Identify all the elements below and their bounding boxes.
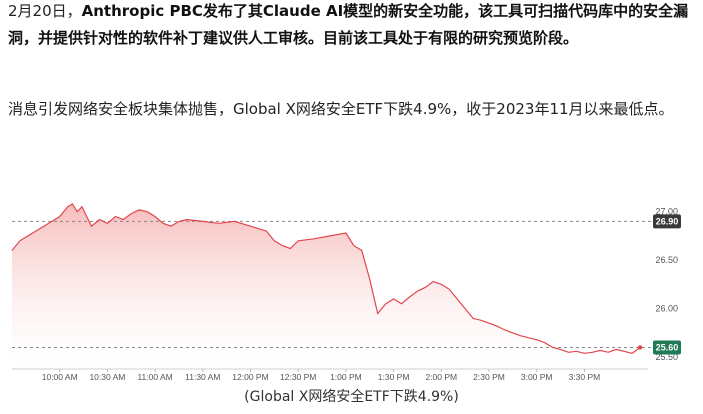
prev-close-badge: 26.90 xyxy=(653,214,681,229)
etf-price-chart: 27.00 26.50 26.00 25.50 10:00 AM 10:30 AM 11:… xyxy=(8,196,698,382)
last-price-dot xyxy=(637,345,643,350)
prev-close-badge-label: 26.90 xyxy=(656,216,679,226)
x-tick-label: 11:00 AM xyxy=(137,372,172,382)
x-tick-label: 1:30 PM xyxy=(378,372,410,382)
y-tick-label: 26.50 xyxy=(655,255,678,265)
x-tick-label: 3:30 PM xyxy=(569,372,601,382)
article-headline-bold: Anthropic PBC发布了其Claude AI模型的新安全功能，该工具可扫… xyxy=(8,2,689,47)
x-tick-label: 12:30 PM xyxy=(280,372,316,382)
x-tick-label: 2:00 PM xyxy=(425,372,457,382)
y-tick-label: 25.50 xyxy=(655,352,678,362)
last-price-badge-label: 25.60 xyxy=(656,342,679,352)
article-paragraph-2: 消息引发网络安全板块集体抛售，Global X网络安全ETF下跌4.9%，收于2… xyxy=(8,100,674,118)
x-tick-label: 10:00 AM xyxy=(42,372,78,382)
x-tick-label: 1:00 PM xyxy=(330,372,362,382)
x-tick-label: 12:00 PM xyxy=(232,372,268,382)
x-tick-label: 2:30 PM xyxy=(473,372,505,382)
price-area-fill xyxy=(12,203,641,369)
chart-svg: 27.00 26.50 26.00 25.50 10:00 AM 10:30 AM 11:… xyxy=(8,196,698,382)
chart-caption: (Global X网络安全ETF下跌4.9%) xyxy=(244,389,459,405)
x-tick-label: 10:30 AM xyxy=(89,372,125,382)
y-tick-label: 27.00 xyxy=(655,207,678,217)
prev-close-badge-bg xyxy=(653,214,681,229)
x-tick-label: 3:00 PM xyxy=(521,372,553,382)
x-tick-label: 11:30 AM xyxy=(185,372,220,382)
article-date-lead: 2月20日， xyxy=(8,2,82,20)
article-paragraph-1: 2月20日，Anthropic PBC发布了其Claude AI模型的新安全功能… xyxy=(8,0,698,52)
last-price-badge: 25.60 xyxy=(653,340,681,355)
price-line xyxy=(11,203,641,354)
last-price-badge-bg xyxy=(653,340,681,355)
y-tick-label: 26.00 xyxy=(655,304,678,314)
